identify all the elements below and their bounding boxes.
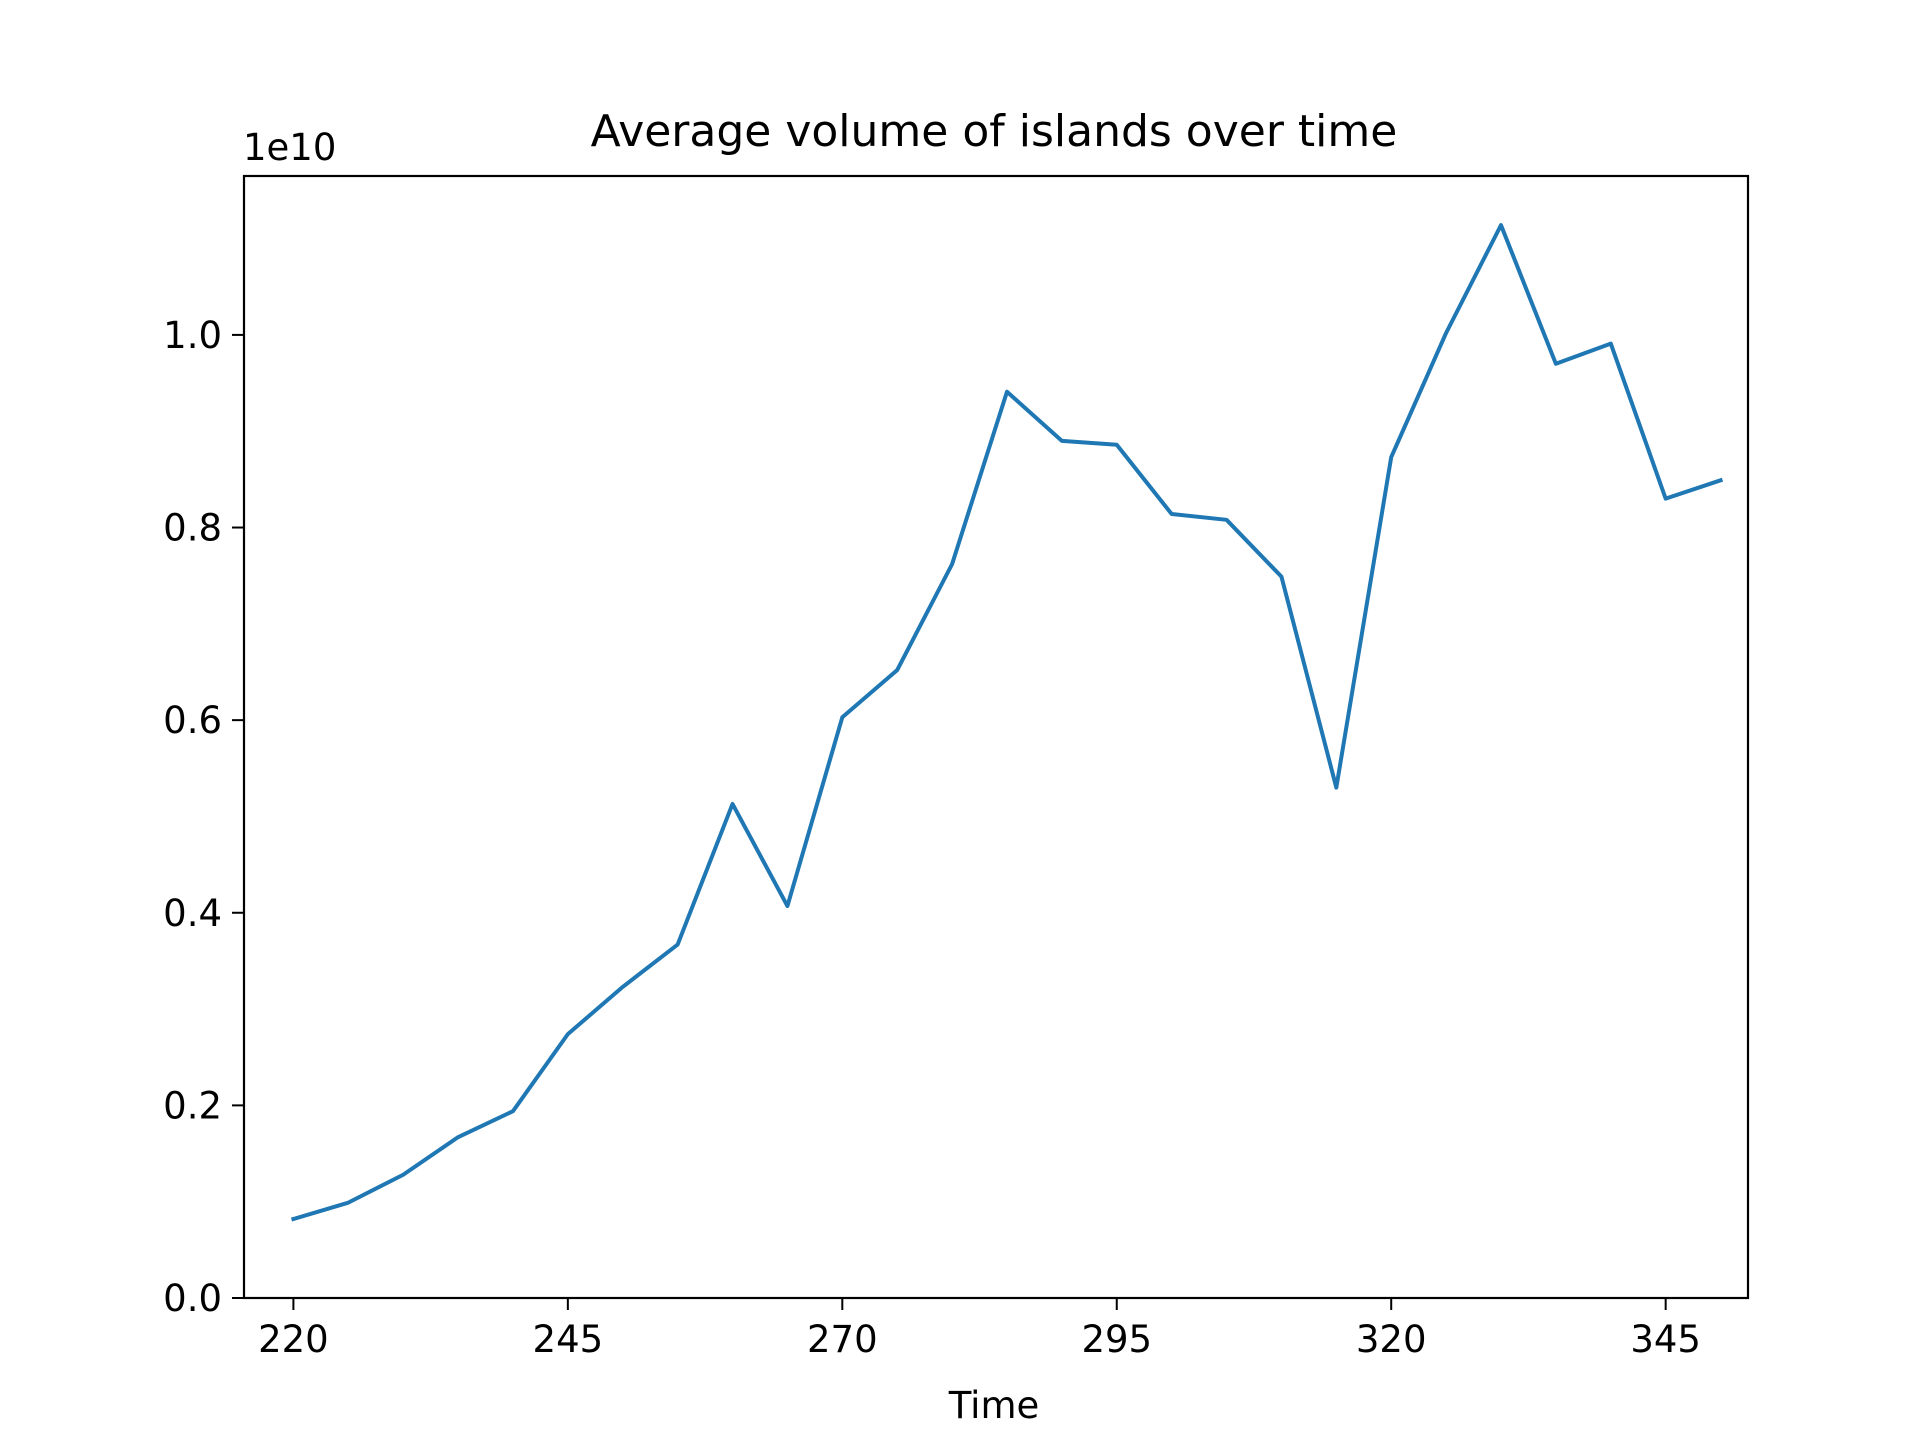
- plot-area-frame: [242, 174, 1750, 1300]
- x-axis-label: Time: [948, 1384, 1040, 1427]
- x-tick-label: 220: [258, 1318, 329, 1361]
- y-axis-ticks: 0.0 0.2 0.4 0.6 0.8 1.0: [163, 314, 244, 1320]
- x-tick-label: 245: [533, 1318, 604, 1361]
- y-axis-offset-label: 1e10: [243, 126, 336, 169]
- series-group: [290, 223, 1724, 1222]
- y-tick-label: 0.6: [163, 699, 222, 742]
- y-tick-label: 0.2: [163, 1084, 222, 1127]
- x-tick-label: 295: [1081, 1318, 1152, 1361]
- y-tick-label: 0.4: [163, 892, 222, 935]
- chart-title: Average volume of islands over time: [591, 106, 1398, 157]
- y-tick-label: 0.8: [163, 507, 222, 550]
- x-tick-label: 320: [1356, 1318, 1427, 1361]
- x-axis-ticks: 220 245 270 295 320 345: [258, 1298, 1701, 1361]
- y-tick-label: 1.0: [163, 314, 222, 357]
- x-tick-label: 345: [1630, 1318, 1701, 1361]
- x-tick-label: 270: [807, 1318, 878, 1361]
- series-line: [290, 223, 1724, 1222]
- y-tick-label: 0.0: [163, 1277, 222, 1320]
